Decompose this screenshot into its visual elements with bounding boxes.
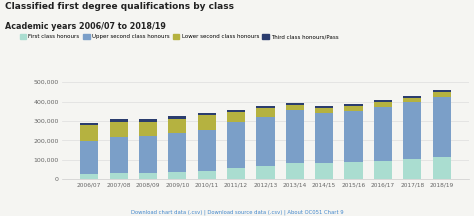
Bar [227,112,245,122]
Text: Classified first degree qualifications by class: Classified first degree qualifications b… [5,2,234,11]
Bar [139,119,157,122]
Bar [374,100,392,102]
Bar [80,125,99,141]
Legend: First class honours, Upper second class honours, Lower second class honours, Thi: First class honours, Upper second class … [19,34,339,39]
Bar [139,173,157,179]
Text: Academic years 2006/07 to 2018/19: Academic years 2006/07 to 2018/19 [5,22,165,31]
Bar [168,133,186,172]
Bar [109,173,128,179]
Bar [256,106,274,108]
Bar [80,175,99,179]
Bar [80,141,99,175]
Bar [198,115,216,130]
Text: Download chart data (.csv) | Download source data (.csv) | About OC051 Chart 9: Download chart data (.csv) | Download so… [131,210,343,215]
Bar [168,172,186,179]
Bar [374,161,392,179]
Bar [403,96,421,98]
Bar [80,123,99,125]
Bar [432,91,451,92]
Bar [198,130,216,171]
Bar [345,111,363,162]
Bar [374,102,392,107]
Bar [403,102,421,159]
Bar [227,168,245,179]
Bar [256,117,274,166]
Bar [168,119,186,133]
Bar [286,110,304,163]
Bar [109,119,128,122]
Bar [432,92,451,97]
Bar [286,103,304,105]
Bar [403,98,421,102]
Bar [227,110,245,112]
Bar [374,107,392,161]
Bar [198,113,216,115]
Bar [345,104,363,106]
Bar [345,162,363,179]
Bar [286,163,304,179]
Bar [403,159,421,179]
Bar [109,122,128,137]
Bar [286,105,304,110]
Bar [168,116,186,119]
Bar [139,122,157,136]
Bar [432,157,451,179]
Bar [256,108,274,117]
Bar [227,122,245,168]
Bar [432,97,451,157]
Bar [315,108,333,113]
Bar [198,171,216,179]
Bar [139,136,157,173]
Bar [315,113,333,163]
Bar [315,163,333,179]
Bar [345,106,363,111]
Bar [109,137,128,173]
Bar [315,106,333,108]
Bar [256,166,274,179]
